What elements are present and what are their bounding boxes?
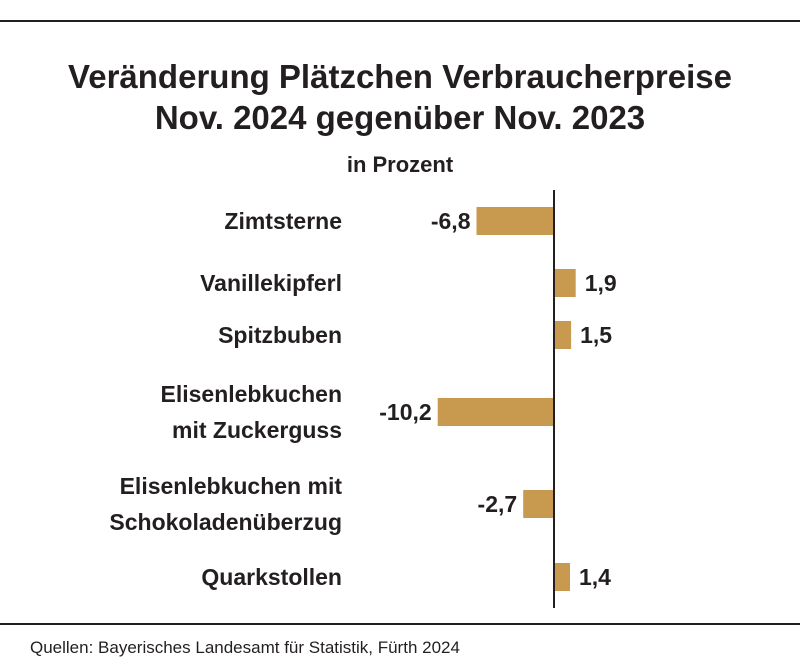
category-label: Zimtsterne [224,208,342,234]
data-label: 1,5 [580,322,612,348]
category-label: mit Zuckerguss [172,417,342,443]
category-label: Quarkstollen [201,564,342,590]
bar [554,563,570,591]
bar [437,398,554,426]
data-label: -10,2 [379,399,431,425]
bar [554,321,572,349]
data-label: 1,9 [585,270,617,296]
category-label: Elisenlebkuchen mit [120,473,343,499]
bar [476,207,554,235]
bar [523,490,554,518]
bar [554,269,576,297]
bottom-rule [0,623,800,625]
chart-subtitle: in Prozent [346,152,454,177]
chart-title-line-1: Veränderung Plätzchen Verbraucherpreise [68,58,732,95]
category-label: Spitzbuben [218,322,342,348]
source-note: Quellen: Bayerisches Landesamt für Stati… [30,638,460,657]
data-label: -2,7 [478,491,518,517]
category-label: Vanillekipferl [200,270,342,296]
category-label: Elisenlebkuchen [160,381,342,407]
data-label: -6,8 [431,208,471,234]
chart-title-line-2: Nov. 2024 gegenüber Nov. 2023 [154,99,646,136]
data-label: 1,4 [579,564,611,590]
top-rule [0,20,800,22]
category-label: Schokoladenüberzug [109,509,342,535]
